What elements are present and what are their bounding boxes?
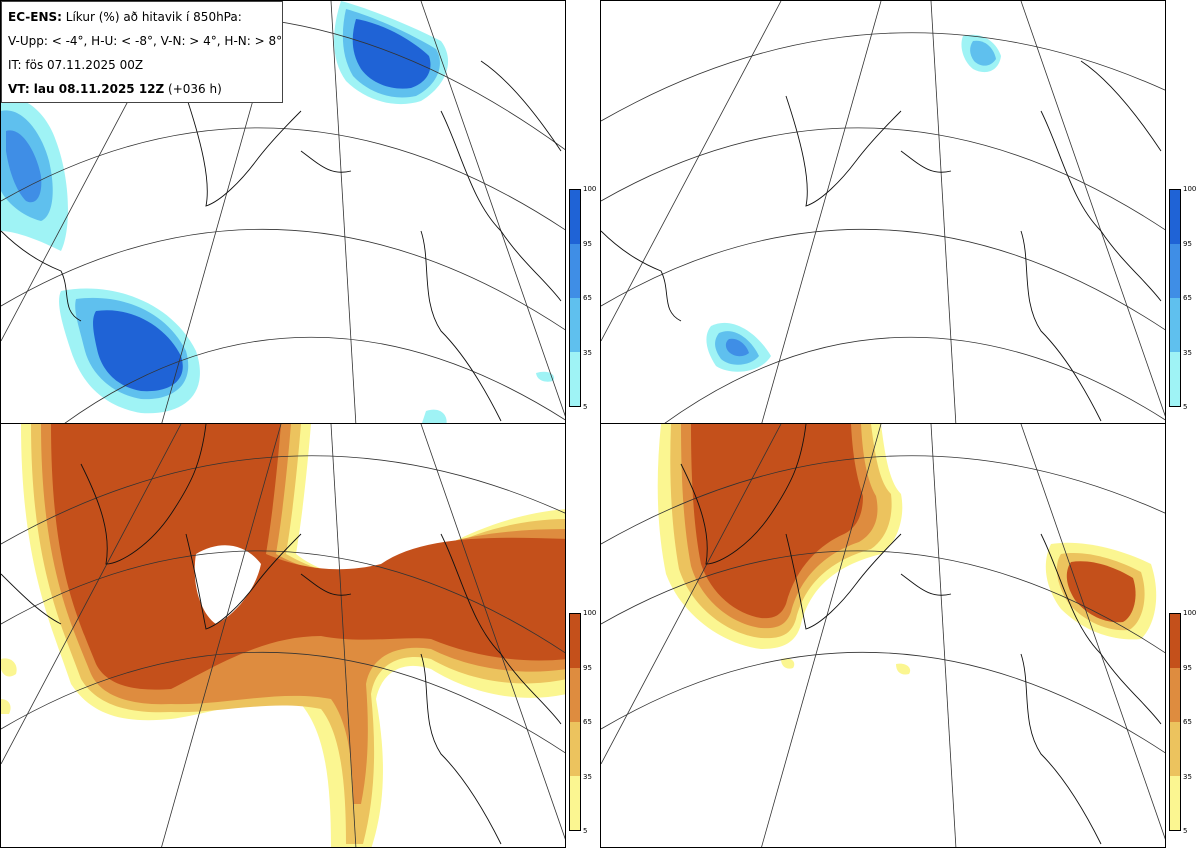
map-svg-cold-4 xyxy=(1,1,565,424)
map-svg-warm-4 xyxy=(1,424,565,847)
info-box: EC-ENS: Líkur (%) að hitavik í 850hPa: V… xyxy=(1,1,283,103)
graticule xyxy=(1,1,565,424)
tick-65: 65 xyxy=(583,294,592,302)
tick-35: 35 xyxy=(583,348,592,357)
map-panel-warm-4 xyxy=(0,423,566,848)
tick-100: 100 xyxy=(583,609,597,617)
valid-time: VT: lau 08.11.2025 12Z xyxy=(8,82,165,96)
tick-65: 65 xyxy=(583,718,592,726)
tick-95: 95 xyxy=(583,663,592,672)
tick-35: 35 xyxy=(1183,772,1192,781)
colorbar-bottom-left xyxy=(569,613,581,831)
lead-time: (+036 h) xyxy=(168,82,222,96)
tick-35: 35 xyxy=(1183,348,1192,357)
graticule xyxy=(1,424,565,847)
prob-shading xyxy=(1,424,565,847)
colorbar-bottom-right xyxy=(1169,613,1181,831)
prob-shading xyxy=(657,424,1157,675)
graticule xyxy=(601,424,1165,847)
graticule xyxy=(601,1,1165,424)
issue-time: IT: fös 07.11.2025 00Z xyxy=(8,58,144,72)
tick-95: 95 xyxy=(1183,663,1192,672)
coastlines xyxy=(680,424,1162,845)
tick-5: 5 xyxy=(583,827,588,835)
product-label: EC-ENS: xyxy=(8,10,62,24)
tick-100: 100 xyxy=(1183,185,1197,193)
coastlines xyxy=(1,424,562,845)
tick-5: 5 xyxy=(1183,827,1188,835)
map-svg-warm-8 xyxy=(601,424,1165,847)
prob-shading xyxy=(706,34,1001,372)
description-label: Líkur (%) að hitavik í 850hPa: xyxy=(65,10,242,24)
tick-35: 35 xyxy=(583,772,592,781)
tick-5: 5 xyxy=(1183,403,1188,411)
colorbar-top-left xyxy=(569,189,581,407)
colorbar-top-right xyxy=(1169,189,1181,407)
coastlines xyxy=(1,60,562,422)
map-panel-cold-4: EC-ENS: Líkur (%) að hitavik í 850hPa: V… xyxy=(0,0,566,425)
tick-65: 65 xyxy=(1183,294,1192,302)
coastlines xyxy=(601,60,1162,422)
tick-65: 65 xyxy=(1183,718,1192,726)
threshold-legend: V-Upp: < -4°, H-U: < -8°, V-N: > 4°, H-N… xyxy=(8,34,283,48)
map-svg-cold-8 xyxy=(601,1,1165,424)
tick-100: 100 xyxy=(583,185,597,193)
map-panel-cold-8 xyxy=(600,0,1166,425)
tick-100: 100 xyxy=(1183,609,1197,617)
prob-shading xyxy=(1,1,555,424)
tick-5: 5 xyxy=(583,403,588,411)
tick-95: 95 xyxy=(583,239,592,248)
tick-95: 95 xyxy=(1183,239,1192,248)
map-panel-warm-8 xyxy=(600,423,1166,848)
